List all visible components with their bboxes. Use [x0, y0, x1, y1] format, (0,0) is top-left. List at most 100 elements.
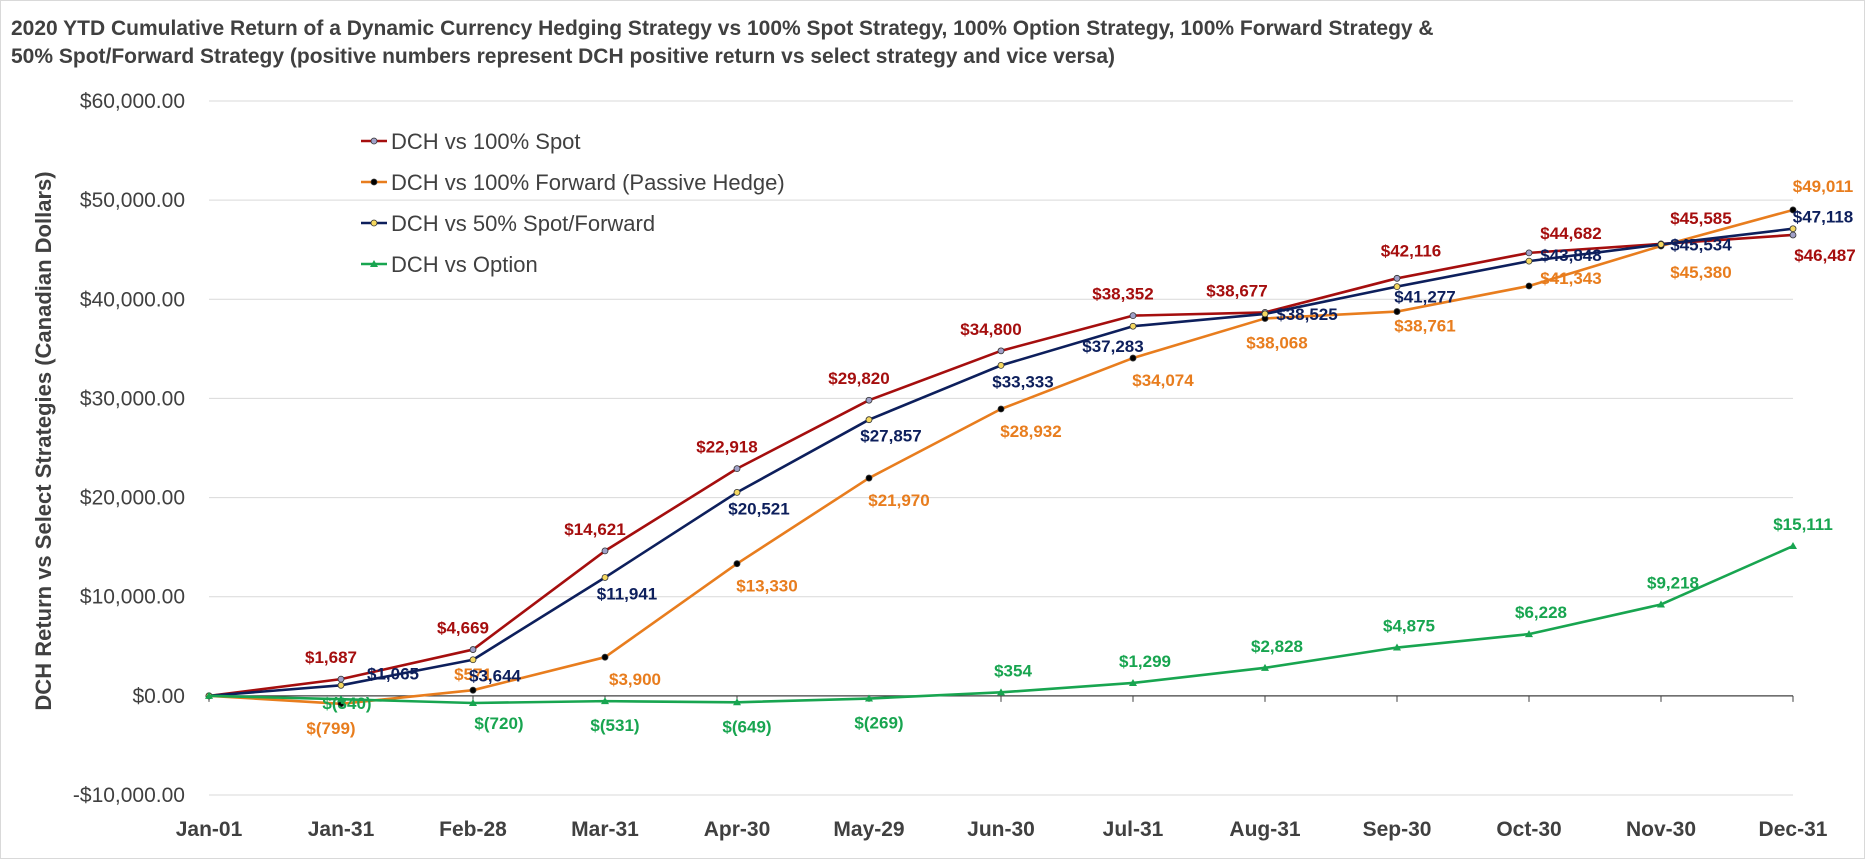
axes: -$10,000.00 $0.00 $10,000.00 $20,000.00 $30,… [73, 90, 1828, 841]
data-label: $45,380 [1670, 263, 1731, 282]
data-label: $45,534 [1670, 235, 1732, 254]
legend-swatch-marker [370, 137, 378, 145]
data-label: $42,116 [1381, 241, 1442, 260]
y-tick-label: $50,000.00 [80, 189, 185, 212]
x-tick-label: Jan-01 [176, 818, 243, 841]
data-label: $41,343 [1540, 269, 1601, 288]
data-label: $9,218 [1647, 573, 1699, 592]
series-lines [205, 206, 1797, 708]
data-point [337, 681, 345, 689]
data-point [733, 489, 741, 496]
x-tick-label: Feb-28 [439, 818, 507, 841]
gridlines [209, 100, 1793, 796]
data-point [205, 691, 213, 699]
data-point [1657, 241, 1665, 248]
data-label: $45,585 [1670, 209, 1731, 228]
data-point [1525, 630, 1533, 638]
x-tick-label: Aug-31 [1229, 818, 1300, 841]
data-label: $13,330 [736, 577, 797, 596]
data-point [601, 574, 609, 581]
data-label: $1,687 [305, 648, 357, 667]
data-label: $33,333 [992, 372, 1053, 391]
data-label: $2,828 [1251, 637, 1303, 656]
data-label: $4,875 [1383, 617, 1435, 636]
data-point [1393, 308, 1401, 315]
legend-entry: DCH vs Option [391, 252, 538, 277]
x-tick-label: Oct-30 [1496, 818, 1561, 841]
data-point [865, 474, 873, 482]
data-point [1789, 542, 1797, 550]
data-point [1129, 678, 1137, 686]
x-tick-label: Apr-30 [704, 818, 771, 841]
data-label: $38,761 [1394, 317, 1455, 336]
data-point [1129, 322, 1137, 330]
data-label: $46,487 [1794, 246, 1855, 265]
data-label: $29,820 [828, 369, 889, 388]
y-tick-label: $30,000.00 [80, 387, 185, 410]
y-tick-label: $40,000.00 [80, 288, 185, 311]
data-point [601, 547, 609, 555]
data-label: $11,941 [597, 584, 658, 603]
data-point [469, 686, 477, 694]
data-point [1525, 282, 1533, 290]
data-point [337, 695, 345, 703]
data-point [997, 347, 1005, 355]
data-label: $38,352 [1092, 285, 1153, 304]
x-tick-label: Jan-31 [308, 818, 375, 841]
legend-swatch-marker [370, 219, 378, 227]
data-point [865, 694, 873, 702]
data-label: $(649) [722, 717, 771, 736]
legend-entry: DCH vs 100% Forward (Passive Hedge) [391, 170, 785, 195]
data-point [1393, 283, 1401, 291]
y-axis-label: DCH Return vs Select Strategies (Canadia… [31, 171, 56, 710]
y-tick-label: $60,000.00 [80, 90, 185, 113]
data-point [1261, 663, 1269, 671]
data-point [1129, 312, 1137, 320]
data-point [1129, 354, 1137, 362]
data-point [601, 697, 609, 705]
data-point [337, 675, 345, 683]
y-tick-label: $20,000.00 [80, 487, 185, 510]
data-point [865, 396, 873, 404]
data-label: $28,932 [1000, 422, 1061, 441]
data-label: $38,677 [1206, 281, 1267, 300]
data-label: $34,800 [960, 320, 1021, 339]
data-label: $22,918 [696, 438, 757, 457]
legend: DCH vs 100% Spot DCH vs 100% Forward (Pas… [361, 129, 785, 277]
data-label: $38,525 [1276, 305, 1337, 324]
data-label: $571 [454, 665, 492, 684]
y-tick-label: $10,000.00 [80, 586, 185, 609]
y-tick-label: -$10,000.00 [73, 784, 185, 807]
data-point [1789, 225, 1797, 233]
data-label: $(269) [854, 714, 903, 733]
data-label: $49,011 [1793, 177, 1854, 196]
y-tick-label: $0.00 [132, 685, 185, 708]
data-point [865, 416, 873, 424]
data-label: $(340) [322, 694, 371, 713]
data-point [997, 405, 1005, 413]
data-label: $15,111 [1773, 515, 1833, 534]
x-tick-label: Dec-31 [1759, 818, 1828, 841]
x-tick-label: Jul-31 [1103, 818, 1164, 841]
legend-entry: DCH vs 100% Spot [391, 129, 581, 154]
data-point [1789, 206, 1797, 214]
data-label: $44,682 [1540, 224, 1601, 243]
data-point [1261, 310, 1269, 318]
data-label: $(531) [590, 716, 639, 735]
data-point [997, 688, 1005, 696]
data-point [469, 698, 477, 706]
data-point [1525, 257, 1533, 265]
data-point [469, 646, 477, 653]
data-label: $1,065 [367, 664, 419, 683]
data-point [601, 653, 609, 661]
data-label: $(799) [306, 719, 355, 738]
data-label: $3,900 [609, 670, 661, 689]
x-tick-label: May-29 [833, 818, 904, 841]
data-point [469, 656, 477, 664]
data-point [1657, 600, 1665, 608]
data-label: $1,299 [1119, 652, 1171, 671]
data-point [733, 698, 741, 706]
data-label: $354 [994, 661, 1032, 680]
